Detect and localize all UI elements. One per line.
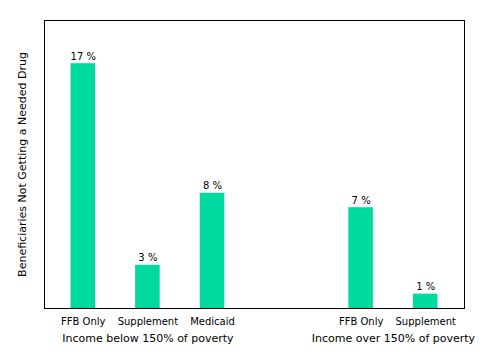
- svg-text:3 %: 3 %: [138, 252, 157, 263]
- svg-text:17 %: 17 %: [71, 51, 96, 62]
- svg-text:Medicaid: Medicaid: [190, 316, 235, 327]
- svg-text:Beneficiaries Not Getting a Ne: Beneficiaries Not Getting a Needed Drug: [16, 52, 29, 277]
- svg-text:Supplement: Supplement: [118, 316, 179, 327]
- svg-text:1 %: 1 %: [416, 281, 435, 292]
- svg-text:FFB Only: FFB Only: [61, 316, 106, 327]
- svg-text:Income below 150% of poverty: Income below 150% of poverty: [62, 332, 234, 345]
- svg-text:Supplement: Supplement: [395, 316, 456, 327]
- svg-text:FFB Only: FFB Only: [339, 316, 384, 327]
- svg-text:8 %: 8 %: [203, 180, 222, 191]
- svg-text:7 %: 7 %: [352, 195, 371, 206]
- svg-text:Income over 150% of poverty: Income over 150% of poverty: [312, 332, 476, 345]
